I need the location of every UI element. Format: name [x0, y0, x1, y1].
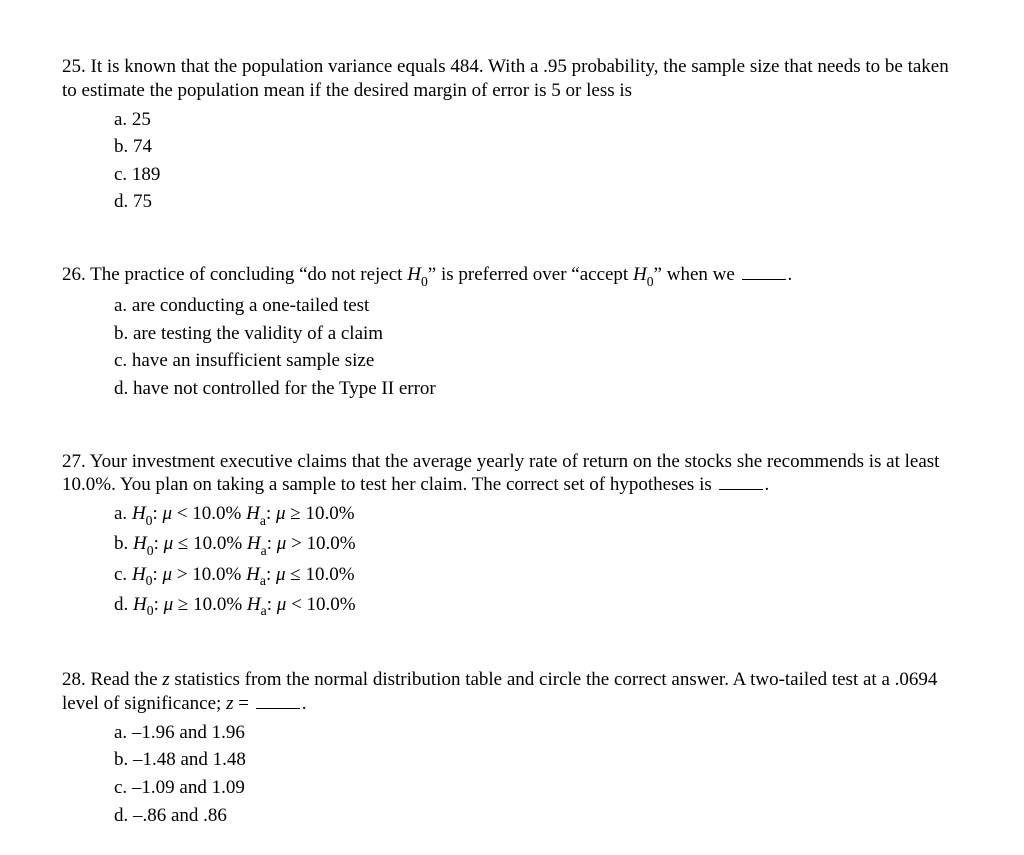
option-d: d. have not controlled for the Type II e… — [114, 376, 962, 402]
option-d: d. –.86 and .86 — [114, 803, 962, 829]
option-c: c. H0: μ > 10.0% Ha: μ ≤ 10.0% — [114, 562, 962, 590]
options-list: a. –1.96 and 1.96b. –1.48 and 1.48c. –1.… — [62, 720, 962, 829]
option-a: a. are conducting a one-tailed test — [114, 293, 962, 319]
question-text: 27. Your investment executive claims tha… — [62, 450, 962, 498]
option-b: b. are testing the validity of a claim — [114, 321, 962, 347]
exam-page: 25. It is known that the population vari… — [62, 55, 962, 828]
question-26: 26. The practice of concluding “do not r… — [62, 263, 962, 401]
option-c: c. 189 — [114, 162, 962, 188]
option-b: b. –1.48 and 1.48 — [114, 747, 962, 773]
options-list: a. H0: μ < 10.0% Ha: μ ≥ 10.0%b. H0: μ ≤… — [62, 501, 962, 620]
option-c: c. –1.09 and 1.09 — [114, 775, 962, 801]
option-b: b. H0: μ ≤ 10.0% Ha: μ > 10.0% — [114, 531, 962, 559]
options-list: a. are conducting a one-tailed testb. ar… — [62, 293, 962, 402]
question-text: 28. Read the z statistics from the norma… — [62, 668, 962, 716]
option-d: d. H0: μ ≥ 10.0% Ha: μ < 10.0% — [114, 592, 962, 620]
question-27: 27. Your investment executive claims tha… — [62, 450, 962, 621]
option-d: d. 75 — [114, 189, 962, 215]
option-b: b. 74 — [114, 134, 962, 160]
option-c: c. have an insufficient sample size — [114, 348, 962, 374]
question-text: 25. It is known that the population vari… — [62, 55, 962, 103]
question-28: 28. Read the z statistics from the norma… — [62, 668, 962, 828]
options-list: a. 25b. 74c. 189d. 75 — [62, 107, 962, 216]
option-a: a. H0: μ < 10.0% Ha: μ ≥ 10.0% — [114, 501, 962, 529]
option-a: a. –1.96 and 1.96 — [114, 720, 962, 746]
question-text: 26. The practice of concluding “do not r… — [62, 263, 962, 289]
question-25: 25. It is known that the population vari… — [62, 55, 962, 215]
option-a: a. 25 — [114, 107, 962, 133]
